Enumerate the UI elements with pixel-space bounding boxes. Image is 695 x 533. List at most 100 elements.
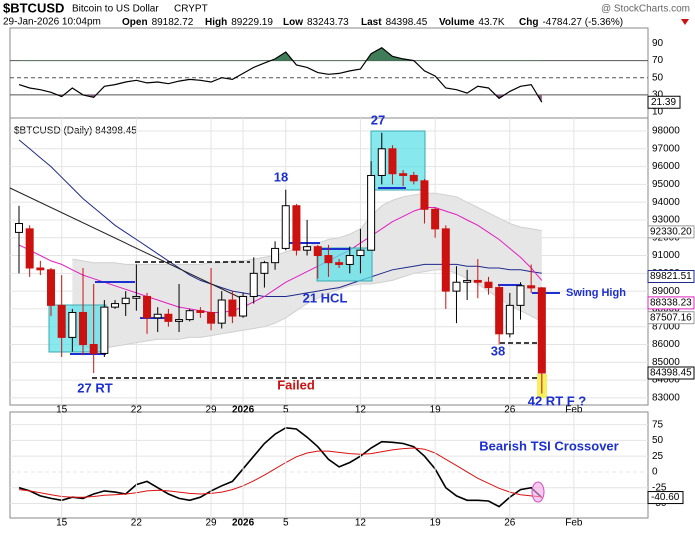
candle-body	[516, 285, 525, 306]
x-tick-label: 29	[205, 518, 217, 529]
stat-label: Last	[361, 17, 382, 28]
y-tick-label: 98000	[652, 126, 680, 137]
candle-body	[228, 299, 237, 317]
candle-body	[36, 267, 45, 271]
candle-body	[399, 173, 408, 176]
rsi-frame	[9, 27, 649, 119]
y-tick-label: 89000	[652, 286, 680, 297]
x-tick-label: 5	[283, 405, 289, 416]
series-line	[18, 447, 542, 498]
candle-body	[79, 311, 88, 346]
x-tick-label: 19	[430, 405, 442, 416]
candle-body	[452, 281, 461, 292]
candle-body	[217, 299, 226, 324]
y-tick-label: 86000	[652, 339, 680, 350]
y-tick-label: 94000	[652, 197, 680, 208]
y-tick-label: 96000	[652, 161, 680, 172]
annotation: 18	[274, 169, 288, 184]
candle-body	[441, 228, 450, 292]
candle-body	[89, 344, 98, 354]
candle-body	[249, 272, 258, 297]
band-fill	[19, 47, 542, 61]
x-tick-label: 29	[205, 405, 217, 416]
security-name: Bitcoin to US Dollar	[72, 4, 159, 15]
price-label-box	[647, 366, 695, 380]
candle-body	[153, 313, 162, 319]
candle-body	[271, 247, 280, 264]
y-tick-label: 97000	[652, 143, 680, 154]
y-tick-label: 93000	[652, 215, 680, 226]
x-tick-label: 2026	[232, 518, 255, 529]
annotation: 27	[371, 112, 385, 127]
stat: Volume 43.7K	[439, 17, 505, 28]
stat-value: 89182.72	[152, 17, 194, 28]
y-tick-label: 75	[652, 419, 664, 430]
candle-body	[143, 295, 152, 319]
candle-body	[239, 295, 248, 317]
annotation: 38	[491, 343, 505, 358]
candle-body	[15, 223, 23, 233]
candle-body	[111, 303, 120, 308]
y-tick-label: 95000	[652, 179, 680, 190]
y-tick-label: 10	[652, 107, 664, 118]
y-tick-label: -25	[652, 482, 667, 493]
candle-body	[431, 208, 440, 230]
candle-body	[505, 304, 514, 335]
date: 29-Jan-2026 10:04pm	[3, 17, 101, 28]
price-label: 88338.23	[650, 298, 692, 309]
annotation: 21 HCL	[303, 290, 348, 305]
candle-body	[121, 297, 130, 305]
candle-body	[25, 228, 34, 269]
x-tick-label: 22	[131, 405, 143, 416]
annotation: 42 RT F ?	[528, 393, 587, 408]
x-tick-label: 19	[430, 518, 442, 529]
circle-mark	[531, 481, 545, 503]
candle-body	[57, 304, 66, 338]
candle-body	[388, 148, 397, 175]
x-tick-label: 26	[504, 518, 516, 529]
value-label: -40.60	[651, 492, 680, 503]
candle-body	[260, 262, 269, 274]
x-tick-label: 22	[131, 518, 143, 529]
candle-body	[409, 174, 418, 182]
annotation: Swing High	[566, 287, 626, 299]
annotation: 27 RT	[77, 380, 112, 395]
stat-value: -4784.27 (-5.36%)	[542, 17, 623, 28]
stat: Open 89182.72	[122, 17, 194, 28]
candle-body	[377, 148, 386, 176]
price-label: 87507.16	[650, 312, 692, 323]
candle-body	[164, 313, 173, 322]
y-tick-label: 50	[652, 72, 664, 83]
band-fill	[72, 193, 542, 349]
x-tick-label: 2026	[232, 405, 255, 416]
y-tick-label: 70	[652, 55, 664, 66]
overlay-line	[18, 139, 542, 297]
price-label-box	[647, 225, 695, 239]
stat: High 89229.19	[205, 17, 273, 28]
candle-body	[47, 269, 56, 306]
stat-value: 83243.73	[307, 17, 349, 28]
x-tick-label: Feb	[565, 518, 583, 529]
stat-value: 89229.19	[231, 17, 273, 28]
stat: Last 84398.45	[361, 17, 428, 28]
candle-body	[324, 255, 333, 264]
candle-body	[303, 246, 312, 251]
x-tick-label: Feb	[565, 405, 583, 416]
candle-body	[100, 306, 109, 354]
candle-body	[367, 174, 376, 251]
trend-line	[9, 187, 246, 301]
series-line	[18, 426, 543, 508]
stat-label: Open	[122, 17, 148, 28]
price-label-box	[647, 270, 695, 284]
y-tick-label: 30	[652, 89, 664, 100]
y-tick-label: 25	[652, 451, 664, 462]
candle-body	[196, 310, 205, 313]
rsi-line	[18, 46, 543, 103]
price-label: 92330.20	[650, 227, 692, 238]
y-tick-label: 87000	[652, 321, 680, 332]
price-label-box	[647, 296, 695, 310]
stat-label: Volume	[439, 17, 475, 28]
y-tick-label: 90	[652, 38, 664, 49]
x-tick-label: 5	[283, 518, 289, 529]
